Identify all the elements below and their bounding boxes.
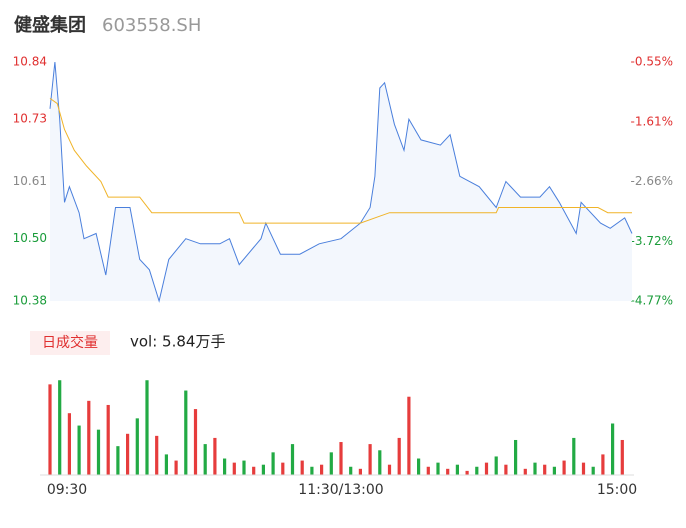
x-tick-label: 15:00 xyxy=(597,482,637,498)
volume-bar xyxy=(611,423,615,475)
volume-bar xyxy=(213,437,217,475)
volume-bar xyxy=(601,454,605,475)
volume-bar xyxy=(58,380,62,475)
y2-tick-label: -4.77% xyxy=(631,294,673,308)
volume-bar xyxy=(193,409,198,475)
volume-bar xyxy=(543,464,547,475)
volume-bar xyxy=(77,425,81,475)
y2-tick-label: -0.55% xyxy=(631,55,673,69)
volume-bar xyxy=(155,435,159,475)
x-tick-label: 11:30/13:00 xyxy=(298,482,383,498)
volume-bar xyxy=(320,464,324,475)
volume-total: vol: 5.84万手 xyxy=(130,333,225,351)
volume-bar xyxy=(116,446,120,475)
volume-button[interactable] xyxy=(30,331,110,355)
stock-code: 603558.SH xyxy=(102,15,201,36)
volume-bar xyxy=(417,458,421,475)
volume-bar xyxy=(358,468,362,475)
volume-bar xyxy=(96,429,101,475)
volume-bar xyxy=(523,468,527,475)
y-tick-label: 10.73 xyxy=(13,112,47,126)
volume-bar xyxy=(135,418,139,475)
volume-bar xyxy=(581,462,586,475)
volume-bar xyxy=(562,460,566,475)
volume-bar xyxy=(572,437,576,475)
volume-bar xyxy=(174,460,178,475)
volume-bar xyxy=(203,444,207,475)
x-tick-label: 09:30 xyxy=(47,482,87,498)
y-tick-label: 10.84 xyxy=(13,55,47,69)
average-line xyxy=(49,97,632,224)
volume-bar xyxy=(514,439,518,475)
volume-bar xyxy=(407,396,411,475)
volume-bar xyxy=(310,466,314,475)
volume-bar xyxy=(281,462,285,475)
volume-bar xyxy=(252,466,256,475)
volume-bar xyxy=(504,464,508,475)
volume-bar xyxy=(484,462,489,475)
volume-bar xyxy=(232,462,236,475)
y2-tick-label: -1.61% xyxy=(631,115,673,129)
volume-bar xyxy=(339,442,343,475)
volume-button-label[interactable]: 日成交量 xyxy=(42,334,98,351)
volume-bar xyxy=(87,400,91,475)
volume-bar xyxy=(446,468,450,475)
volume-bar xyxy=(242,460,246,475)
volume-bar xyxy=(300,460,304,475)
volume-bar xyxy=(271,452,275,475)
volume-bar xyxy=(223,458,227,475)
volume-bar xyxy=(552,466,556,475)
volume-bar xyxy=(475,466,479,475)
y2-tick-label: -3.72% xyxy=(631,234,673,248)
volume-bar xyxy=(290,444,295,475)
volume-bar xyxy=(494,456,498,475)
y-tick-label: 10.50 xyxy=(13,231,47,245)
volume-bar xyxy=(48,384,52,475)
volume-bar xyxy=(184,390,188,475)
volume-bar xyxy=(368,444,372,475)
volume-bar xyxy=(455,464,459,475)
volume-bar xyxy=(329,452,333,475)
volume-bar xyxy=(145,380,149,475)
volume-bar xyxy=(67,413,71,475)
y2-tick-label: -2.66% xyxy=(631,174,673,188)
volume-bar xyxy=(106,404,110,475)
volume-bar xyxy=(261,464,265,475)
volume-bar xyxy=(465,470,469,475)
stock-name: 健盛集团 xyxy=(14,14,86,36)
y-tick-label: 10.61 xyxy=(13,174,47,188)
volume-bar xyxy=(620,439,624,475)
price-line xyxy=(49,61,633,303)
volume-bar xyxy=(591,466,595,475)
volume-bar xyxy=(387,464,392,475)
y-tick-label: 10.38 xyxy=(13,294,47,308)
volume-bar xyxy=(378,450,382,475)
volume-bar xyxy=(533,462,537,475)
volume-bar xyxy=(426,466,430,475)
volume-bar xyxy=(436,462,440,475)
volume-bar xyxy=(397,437,401,475)
volume-bar xyxy=(349,466,353,475)
price-area xyxy=(50,62,632,301)
volume-bar xyxy=(126,433,130,475)
volume-bar xyxy=(164,454,168,475)
